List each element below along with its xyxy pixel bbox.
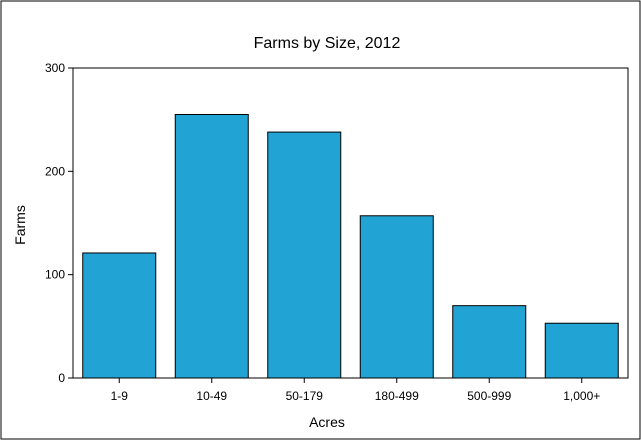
bar-5: [544, 322, 619, 379]
x-tick-label: 500-999: [467, 389, 511, 403]
chart-title: Farms by Size, 2012: [254, 35, 401, 52]
x-axis-label: Acres: [309, 414, 345, 430]
x-axis: 1-9 10-49 50-179 180-499 500-999 1,000+: [111, 378, 600, 403]
x-tick-label: 10-49: [196, 389, 227, 403]
y-tick-label: 0: [58, 371, 65, 385]
y-tick-label: 100: [45, 268, 65, 282]
bar-3: [359, 215, 434, 379]
bars: [82, 114, 619, 379]
y-tick-label: 300: [45, 61, 65, 75]
x-tick-label: 1,000+: [563, 389, 600, 403]
x-tick-label: 50-179: [286, 389, 324, 403]
bar-0: [82, 252, 157, 379]
x-tick-label: 1-9: [111, 389, 129, 403]
bar-4: [452, 305, 527, 379]
y-axis: 0 100 200 300: [45, 61, 73, 385]
bar-1: [174, 114, 249, 379]
x-tick-label: 180-499: [375, 389, 419, 403]
plot-area: [72, 67, 629, 379]
y-axis-label: Farms: [12, 205, 28, 245]
y-tick-label: 200: [45, 164, 65, 178]
bar-2: [267, 131, 342, 379]
